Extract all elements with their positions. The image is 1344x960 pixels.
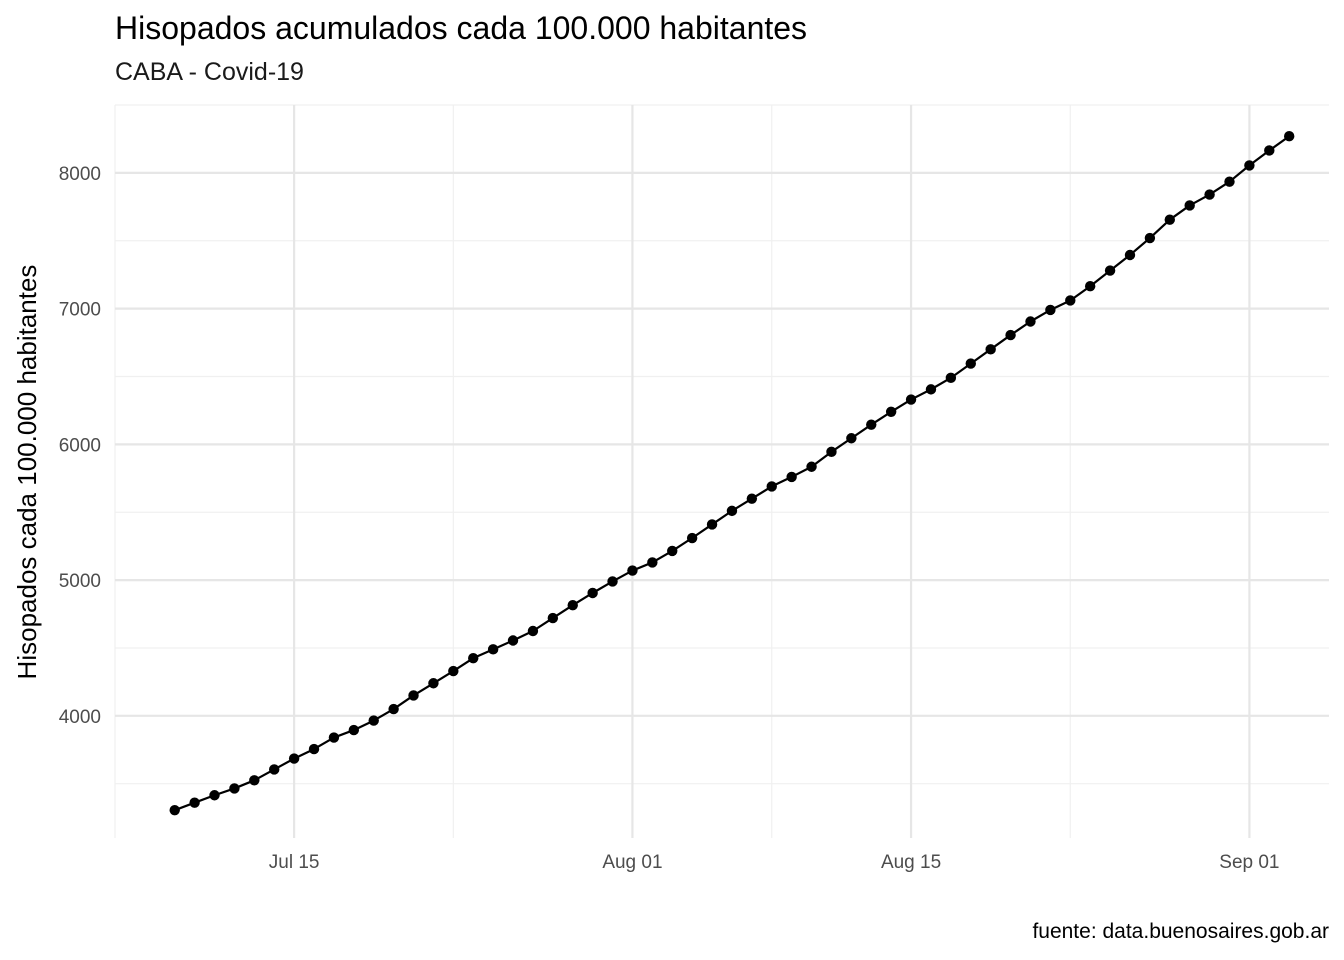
y-tick-label: 6000 xyxy=(59,435,101,456)
data-point xyxy=(1283,131,1295,142)
data-point xyxy=(1005,329,1016,341)
data-point xyxy=(189,797,200,808)
data-point xyxy=(746,493,758,504)
data-point xyxy=(348,724,360,736)
data-point xyxy=(1065,295,1076,306)
data-point xyxy=(308,743,320,755)
minor-gridlines xyxy=(114,104,1329,838)
x-axis-tick-labels: Jul 15 Aug 01 Aug 15 Sep 01 xyxy=(269,852,1280,873)
data-point xyxy=(1144,232,1156,244)
y-tick-label: 5000 xyxy=(59,571,101,592)
series-line xyxy=(174,135,1290,812)
y-axis-tick-labels: 4000 5000 6000 7000 8000 xyxy=(59,164,101,728)
y-axis-label: Hisopados cada 100.000 habitantes xyxy=(12,265,42,680)
data-point xyxy=(945,372,957,384)
data-point xyxy=(527,625,539,637)
data-point xyxy=(607,576,618,587)
x-tick-label: Sep 01 xyxy=(1219,852,1279,873)
chart-subtitle: CABA - Covid-19 xyxy=(115,58,304,86)
data-point xyxy=(388,703,399,715)
data-point xyxy=(1124,249,1136,261)
y-tick-label: 8000 xyxy=(59,164,101,185)
data-point xyxy=(826,446,837,458)
y-tick-label: 4000 xyxy=(59,707,101,728)
data-point xyxy=(686,532,698,544)
data-point xyxy=(328,732,340,743)
data-point xyxy=(786,471,797,483)
y-tick-label: 7000 xyxy=(59,300,101,321)
x-tick-label: Jul 15 xyxy=(269,852,320,873)
data-point xyxy=(1264,145,1275,156)
data-point xyxy=(229,783,240,794)
series-layer xyxy=(169,131,1295,816)
data-point xyxy=(169,804,180,816)
data-point xyxy=(627,565,638,576)
x-tick-label: Aug 15 xyxy=(881,852,941,873)
data-point xyxy=(1224,176,1235,187)
data-point xyxy=(1084,281,1096,292)
data-point xyxy=(885,406,897,417)
data-point xyxy=(209,790,220,801)
data-point xyxy=(567,600,578,611)
data-point xyxy=(846,433,857,444)
data-point xyxy=(507,635,519,646)
data-point xyxy=(866,419,877,430)
data-point xyxy=(587,587,598,599)
data-point xyxy=(706,519,718,530)
data-point xyxy=(1244,160,1255,171)
data-point xyxy=(1164,214,1175,225)
data-point xyxy=(547,612,559,624)
data-point xyxy=(249,775,260,786)
data-point xyxy=(468,652,479,664)
major-gridlines xyxy=(115,105,1329,838)
data-point xyxy=(905,394,917,405)
data-point xyxy=(965,358,976,369)
data-point xyxy=(806,461,817,472)
data-point xyxy=(448,665,459,677)
data-point xyxy=(985,344,996,355)
data-point xyxy=(1045,304,1056,316)
data-point xyxy=(925,384,937,395)
data-point xyxy=(487,644,499,655)
data-point xyxy=(1104,265,1116,276)
data-point xyxy=(368,715,379,726)
data-point xyxy=(269,764,280,775)
data-point xyxy=(726,505,738,517)
chart-title: Hisopados acumulados cada 100.000 habita… xyxy=(115,10,808,46)
data-point xyxy=(647,557,658,568)
data-point xyxy=(766,481,777,492)
chart-caption: fuente: data.buenosaires.gob.ar xyxy=(1032,920,1329,943)
data-point xyxy=(1025,316,1036,327)
x-tick-label: Aug 01 xyxy=(602,852,662,873)
data-point xyxy=(408,690,419,701)
data-point xyxy=(288,753,300,764)
data-point xyxy=(1184,200,1195,211)
data-point xyxy=(428,678,439,689)
data-point xyxy=(1204,189,1215,200)
data-point xyxy=(667,545,678,557)
